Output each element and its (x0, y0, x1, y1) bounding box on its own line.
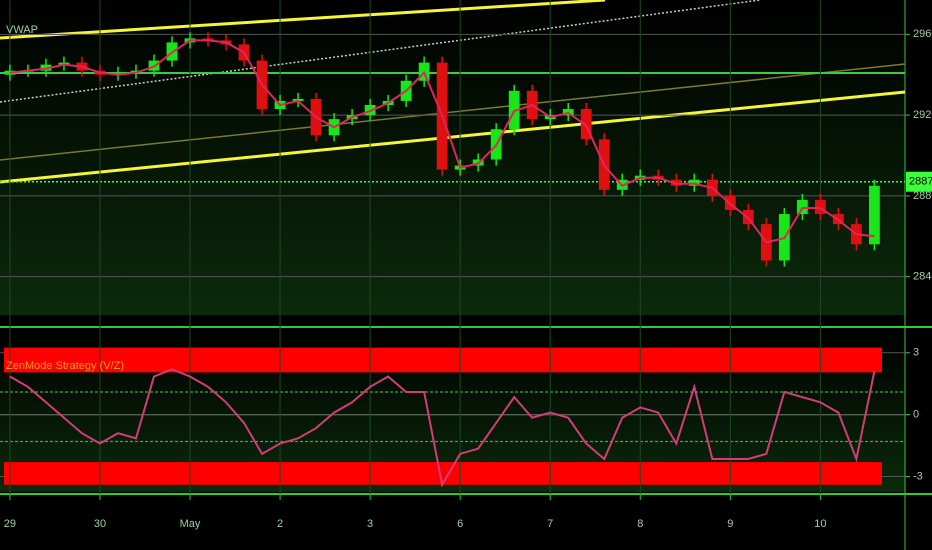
candle-body (58, 62, 70, 65)
candle-body (796, 199, 808, 215)
indicator-label: VWAP (6, 24, 38, 36)
y-tick-label: 2920 (913, 109, 932, 121)
price-pane (0, 0, 905, 315)
trend-line (0, 0, 606, 40)
last-price-box (906, 171, 932, 192)
y-tick-label: 2960 (913, 28, 932, 40)
x-tick-label: May (180, 518, 201, 530)
indicator-label: ZenMode Strategy (V/Z) (6, 360, 124, 372)
candle-body (202, 38, 214, 41)
x-tick-label: 3 (367, 518, 373, 530)
x-tick-label: 2 (277, 518, 283, 530)
y-tick-label: -3 (913, 470, 923, 482)
zone-band (4, 347, 882, 373)
candle-body (688, 179, 700, 186)
candle-body (112, 72, 124, 75)
y-tick-label: 3 (913, 347, 919, 359)
x-tick-label: 9 (727, 518, 733, 530)
trend-line (0, 63, 906, 161)
last-price-label: 2887 (909, 176, 932, 188)
zone-band (4, 462, 882, 485)
candle-body (814, 199, 826, 215)
y-tick-label: 2880 (913, 190, 932, 202)
x-tick-label: 10 (814, 518, 826, 530)
indicator-line (9, 39, 875, 244)
y-tick-label: 0 (913, 409, 919, 421)
x-tick-label: 7 (547, 518, 553, 530)
x-tick-label: 6 (457, 518, 463, 530)
trend-line (0, 90, 906, 184)
y-tick-label: 2840 (913, 271, 932, 283)
x-tick-label: 8 (637, 518, 643, 530)
candle-body (868, 185, 880, 245)
indicator-line (9, 368, 876, 488)
x-tick-label: 29 (4, 518, 16, 530)
x-tick-label: 30 (94, 518, 106, 530)
